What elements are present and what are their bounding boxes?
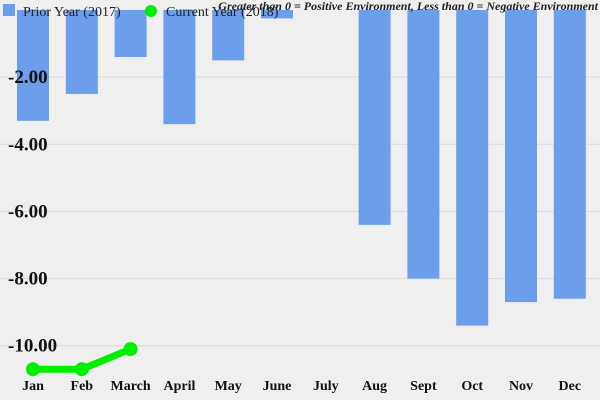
bar-may — [212, 10, 245, 61]
bars-prior-year — [17, 10, 586, 326]
line-current-year — [26, 342, 138, 377]
y-tick-label-4: -10.00 — [8, 336, 57, 357]
y-tick-label-0: -2.00 — [8, 67, 48, 88]
x-tick-label-july: July — [313, 379, 339, 394]
y-axis-ticks: -2.00 -4.00 -6.00 -8.00 -10.00 — [8, 67, 57, 357]
bar-feb — [65, 10, 98, 94]
point-jan — [26, 362, 40, 377]
bar-june — [261, 10, 293, 19]
bar-nov — [505, 10, 537, 303]
x-tick-label-april: April — [163, 379, 195, 394]
bar-march — [114, 10, 147, 57]
point-feb — [74, 362, 89, 377]
x-tick-label-sept: Sept — [410, 379, 437, 394]
x-tick-label-dec: Dec — [559, 379, 582, 394]
legend-swatch-prior-year — [3, 4, 15, 16]
legend-label-prior-year: Prior Year (2017) — [23, 5, 121, 20]
x-tick-label-may: May — [215, 379, 242, 394]
y-tick-label-1: -4.00 — [8, 134, 48, 155]
bar-jan — [17, 10, 49, 121]
x-tick-label-nov: Nov — [509, 379, 533, 394]
x-tick-label-march: March — [111, 379, 151, 394]
legend: Prior Year (2017) Current Year (2018) — [3, 4, 279, 20]
bar-april — [163, 10, 196, 125]
x-tick-label-feb: Feb — [71, 379, 94, 394]
x-axis-ticks: Jan Feb March April May June July Aug Sept Oct Nov… — [22, 379, 581, 394]
bar-oct — [456, 10, 489, 326]
legend-swatch-current-year — [145, 5, 157, 17]
x-tick-label-aug: Aug — [362, 379, 387, 394]
bar-aug — [358, 10, 391, 225]
y-tick-label-3: -8.00 — [8, 269, 48, 290]
gridlines — [0, 76, 600, 347]
bar-dec — [553, 10, 586, 299]
x-tick-label-jan: Jan — [22, 379, 44, 394]
point-march — [123, 342, 138, 357]
y-tick-label-2: -6.00 — [8, 201, 48, 222]
bar-sept — [407, 10, 440, 279]
x-tick-label-june: June — [263, 379, 292, 394]
legend-label-current-year: Current Year (2018) — [166, 5, 279, 20]
chart-annotation: Greater than 0 = Positive Environment, L… — [218, 0, 598, 13]
x-tick-label-oct: Oct — [461, 379, 483, 394]
